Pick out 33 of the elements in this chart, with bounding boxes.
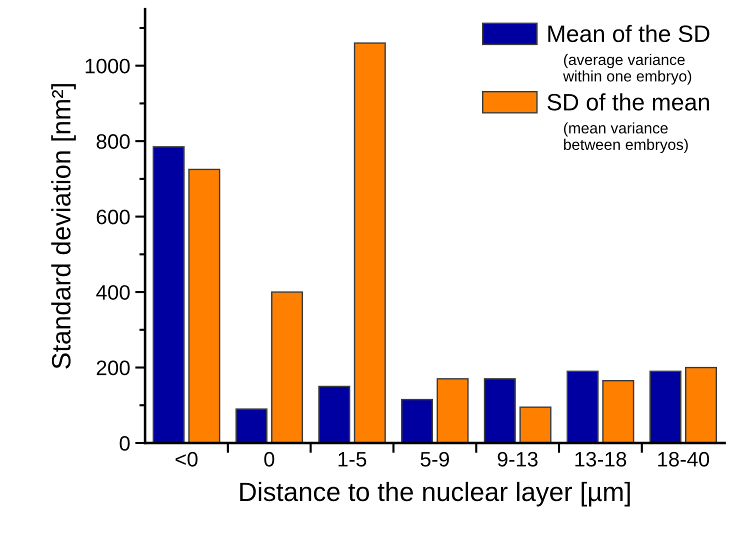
bar [566, 370, 599, 443]
x-tick-label: 18-40 [658, 452, 710, 467]
y-tick-label: 800 [96, 134, 130, 149]
y-tick-label: 600 [96, 210, 130, 224]
bar [519, 406, 552, 443]
bar [401, 398, 434, 443]
bar [271, 291, 304, 443]
annotation: (average variance within one embryo) [563, 54, 692, 85]
bar [318, 386, 350, 443]
bar [649, 370, 682, 443]
bar [484, 378, 516, 443]
x-tick-label: 9-13 [498, 452, 538, 467]
bar [354, 42, 386, 443]
y-tick-label: 0 [120, 436, 130, 451]
x-tick-label: 13-18 [575, 452, 626, 467]
legend-label: Mean of the SD [548, 24, 710, 42]
annotation: (mean variance between embryos) [564, 122, 688, 154]
bar [188, 168, 220, 443]
y-tick-label: 400 [96, 285, 130, 300]
y-tick-label: 1000 [86, 58, 130, 74]
x-tick-label: <0 [176, 452, 198, 467]
bar [235, 408, 268, 443]
x-axis-title: Distance to the nuclear layer [µm] [240, 482, 630, 506]
bar [602, 380, 634, 443]
x-tick-label: 0 [264, 452, 274, 467]
bar [436, 378, 469, 443]
bar [152, 146, 185, 443]
x-tick-label: 5-9 [420, 452, 449, 467]
bar [685, 366, 718, 443]
y-axis-title: Standard deviation [nm²] [51, 84, 76, 369]
x-tick-label: 1-5 [338, 452, 366, 467]
legend-label: SD of the mean [547, 93, 709, 111]
y-tick-label: 200 [96, 360, 130, 376]
